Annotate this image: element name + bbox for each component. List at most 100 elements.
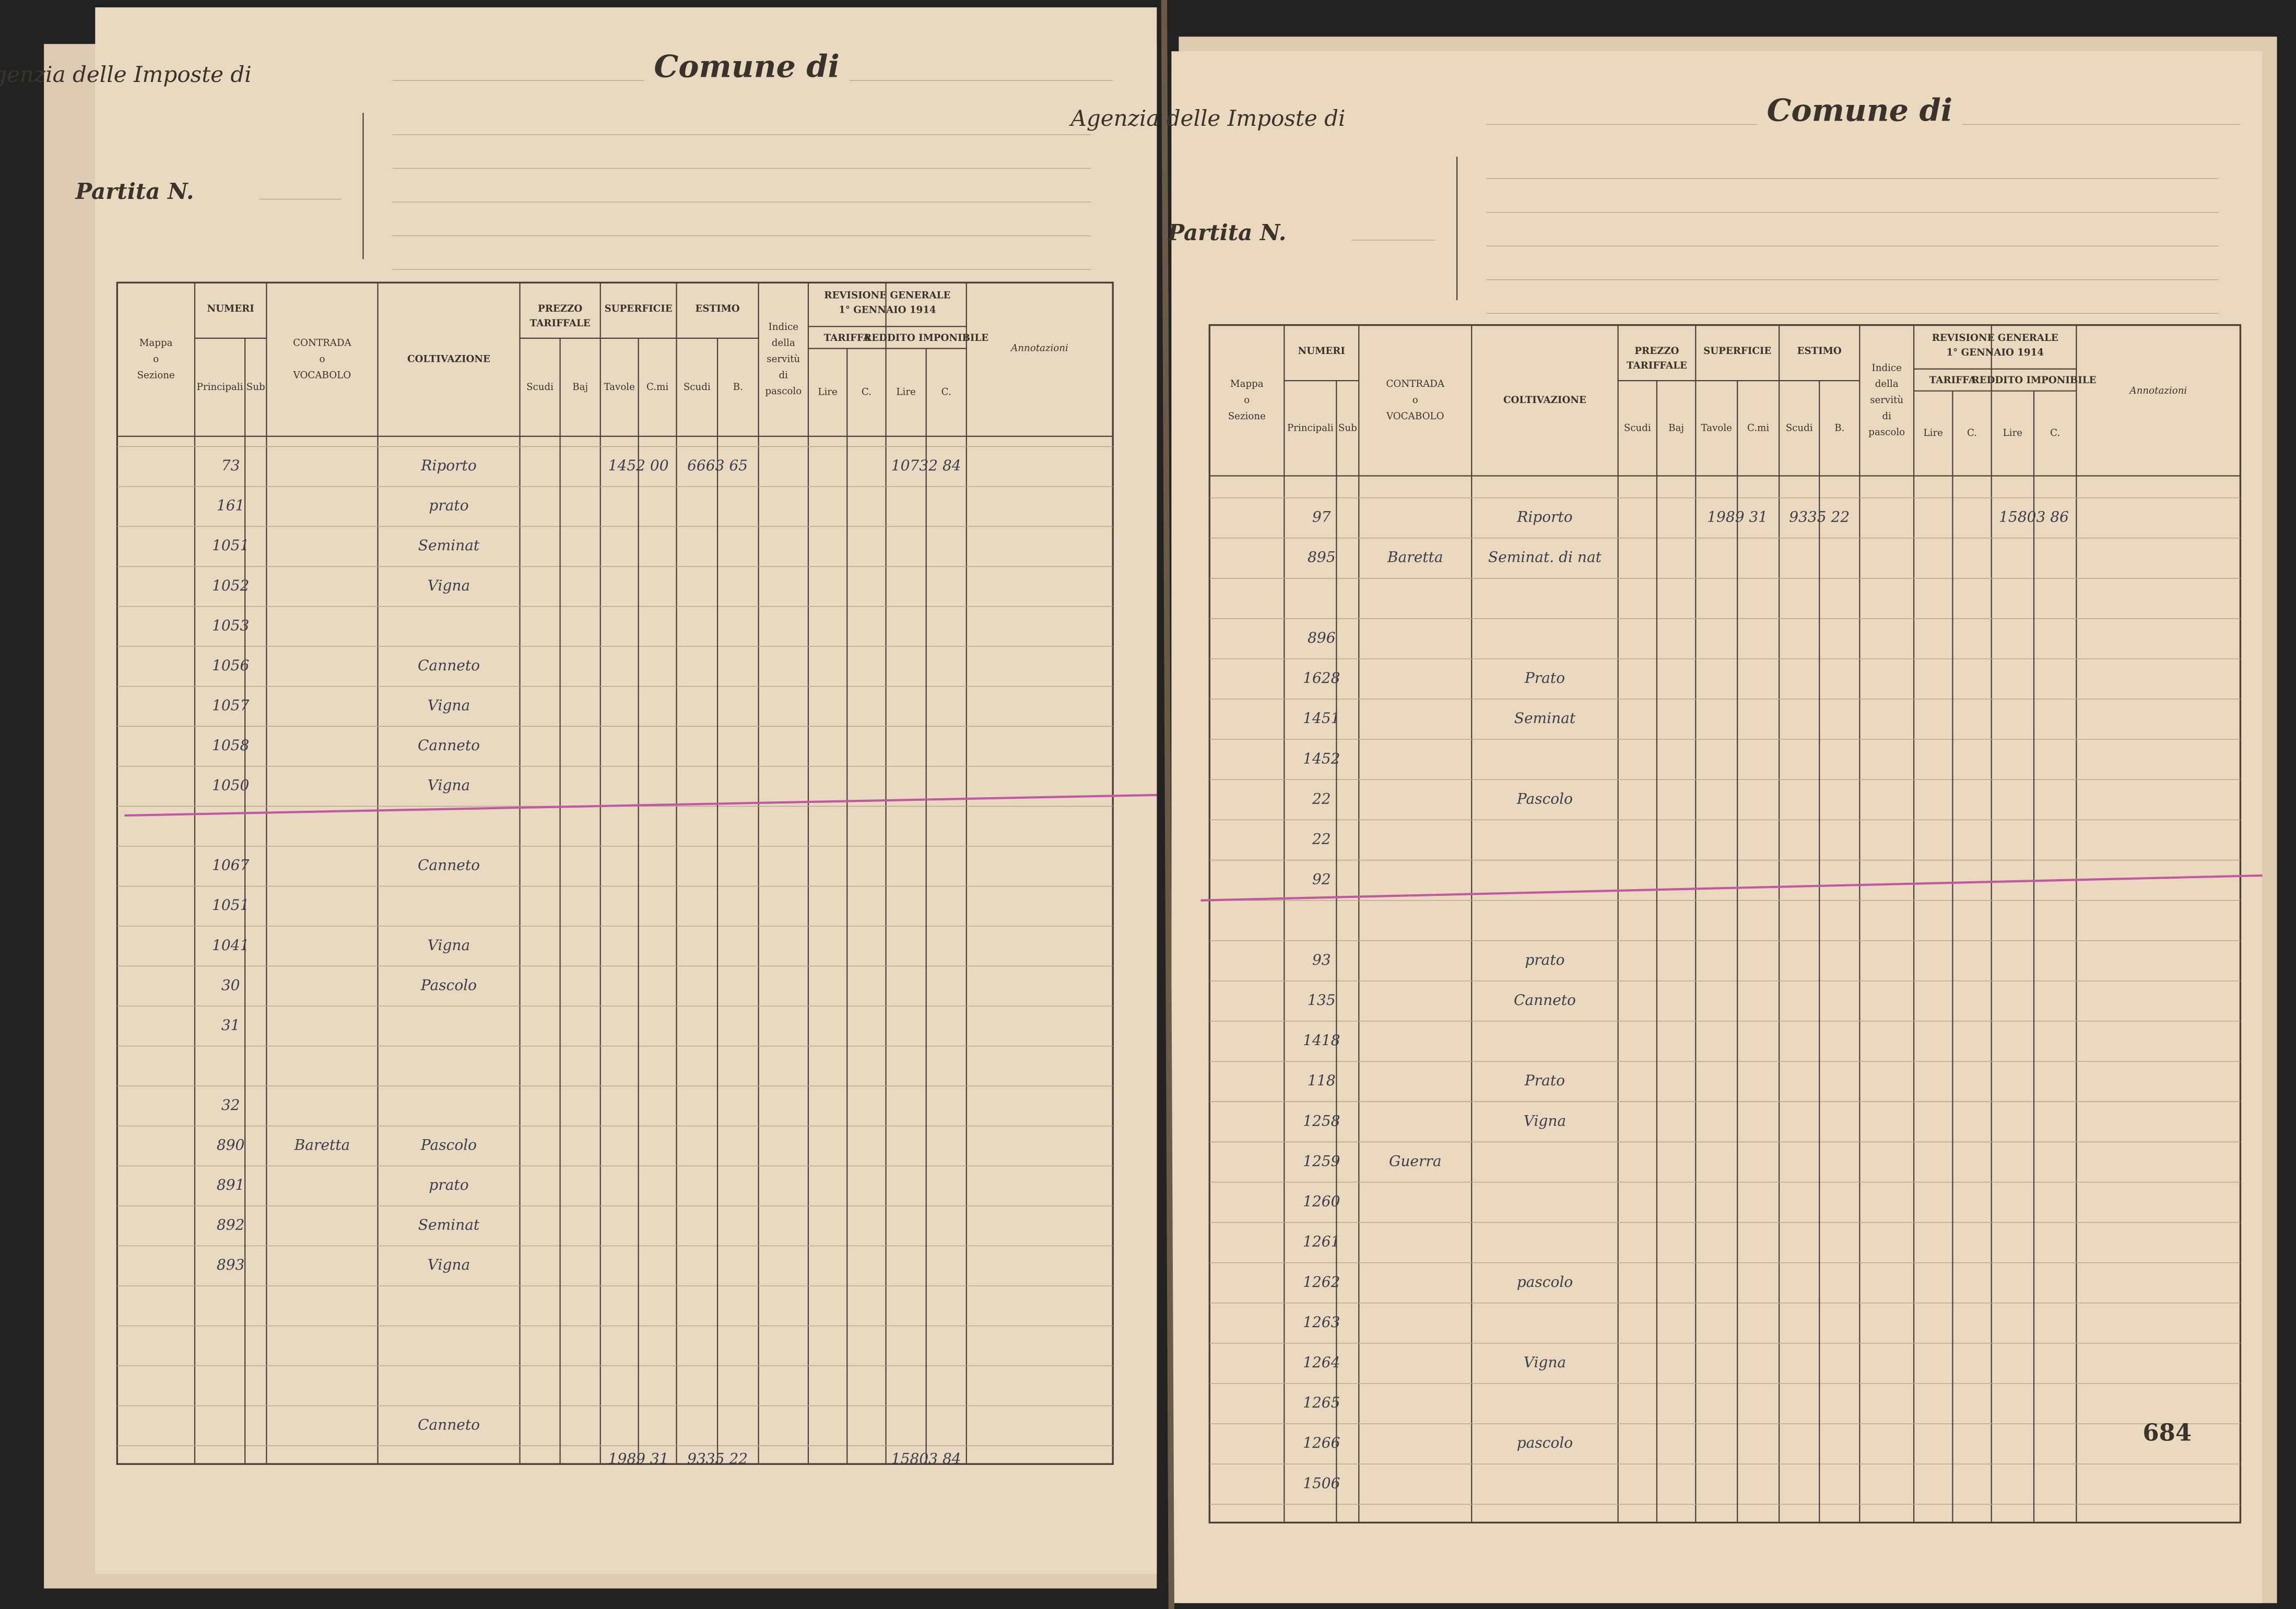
entry-principali: 1051: [212, 537, 249, 554]
subcolumn-header: C.: [1967, 428, 1977, 439]
entry-principali: 1506: [1303, 1474, 1340, 1492]
entry-principali: 1053: [212, 617, 249, 634]
entry-principali: 1418: [1303, 1032, 1340, 1049]
column-header: ESTIMO: [695, 303, 739, 314]
entry-principali: 1262: [1303, 1273, 1340, 1291]
entry-principali: 891: [217, 1176, 245, 1193]
entry-principali: 1258: [1303, 1112, 1340, 1129]
entry-coltivazione: Vigna: [428, 1256, 470, 1273]
partita-label: Partita N.: [1167, 220, 1286, 245]
entry-principali: 1264: [1303, 1354, 1340, 1371]
entry-principali: 1263: [1303, 1314, 1340, 1331]
entry-coltivazione: Vigna: [428, 696, 470, 714]
entry-coltivazione: Canneto: [418, 857, 480, 874]
column-header: VOCABOLO: [1386, 411, 1444, 422]
subcolumn-header: Scudi: [1786, 422, 1813, 433]
column-header: servitù: [767, 354, 800, 365]
column-header: CONTRADA: [293, 338, 351, 349]
entry-coltivazione: Vigna: [428, 937, 470, 954]
column-header: TARIFFA: [1929, 375, 1976, 386]
column-header: Indice: [1872, 362, 1902, 373]
entry-principali: 1041: [212, 937, 249, 954]
column-header: Annotazioni: [1010, 342, 1068, 353]
column-header: VOCABOLO: [293, 370, 351, 381]
entry-principali: 31: [221, 1016, 240, 1034]
column-header: Annotazioni: [2129, 385, 2187, 396]
subcolumn-header: Sub: [1338, 422, 1357, 433]
entry-principali: 73: [221, 457, 240, 474]
subcolumn-header: B.: [1834, 422, 1844, 433]
entry-coltivazione: Seminat: [1514, 709, 1576, 727]
column-header: COLTIVAZIONE: [407, 354, 490, 365]
entry-principali: 161: [217, 497, 245, 514]
entry-coltivazione: Canneto: [418, 657, 480, 674]
column-header: della: [1875, 378, 1899, 389]
subcolumn-header: Baj: [1668, 422, 1684, 433]
agency-label: Agenzia delle Imposte di: [1068, 105, 1345, 131]
total-reddito: 15803 84: [891, 1450, 961, 1467]
subcolumn-header: Lire: [896, 387, 915, 398]
column-header: o: [1412, 395, 1418, 406]
column-header: servitù: [1870, 395, 1903, 406]
column-header: o: [319, 354, 325, 365]
subcolumn-header: Lire: [1924, 428, 1943, 439]
spine: [1161, 0, 1174, 1609]
column-header: PREZZO: [1634, 346, 1679, 357]
group-header: 1° GENNAIO 1914: [1947, 347, 2044, 358]
column-header: REDDITO IMPONIBILE: [1972, 375, 2097, 386]
entry-principali: 32: [221, 1096, 240, 1114]
entry-principali: 22: [1312, 790, 1331, 807]
entry-principali: 895: [1308, 549, 1336, 566]
entry-contrada: Baretta: [1387, 549, 1443, 566]
total-superficie: 1989 31: [608, 1450, 669, 1467]
column-header: pascolo: [1868, 427, 1905, 438]
column-header: TARIFFALE: [1627, 360, 1687, 371]
entry-superficie: 1452 00: [608, 457, 669, 474]
column-header: Mappa: [1230, 378, 1264, 389]
column-header: di: [1882, 411, 1891, 422]
entry-coltivazione: Riporto: [420, 457, 476, 474]
pencil-mark: [124, 794, 1157, 817]
entry-principali: 1052: [212, 577, 249, 594]
comune-label: Comune di: [1767, 92, 1953, 128]
entry-principali: 1628: [1303, 669, 1340, 687]
subcolumn-header: C.: [941, 387, 951, 398]
entry-coltivazione: pascolo: [1517, 1434, 1573, 1451]
right-page: [1171, 51, 2263, 1603]
column-header: COLTIVAZIONE: [1503, 395, 1586, 406]
entry-principali: 135: [1308, 991, 1336, 1009]
entry-principali: 1067: [212, 857, 250, 874]
column-header: TARIFFALE: [530, 318, 591, 329]
entry-coltivazione: Pascolo: [1516, 790, 1573, 807]
total-estimo: 9335 22: [687, 1450, 748, 1467]
subcolumn-header: C.mi: [646, 382, 668, 393]
entry-principali: 1057: [212, 696, 250, 714]
entry-coltivazione: Canneto: [418, 737, 480, 754]
entry-principali: 1051: [212, 896, 249, 914]
entry-coltivazione: Riporto: [1516, 508, 1572, 526]
left-page: [95, 7, 1157, 1574]
entry-superficie: 1989 31: [1707, 508, 1768, 526]
entry-coltivazione: Vigna: [428, 777, 470, 794]
column-header: NUMERI: [207, 303, 254, 314]
entry-coltivazione: pascolo: [1517, 1273, 1573, 1291]
comune-label: Comune di: [654, 48, 840, 84]
entry-principali: 97: [1312, 508, 1331, 526]
subcolumn-header: Scudi: [1624, 422, 1651, 433]
subcolumn-header: B.: [733, 382, 743, 393]
entry-coltivazione: Seminat. di nat: [1488, 549, 1602, 566]
entry-principali: 92: [1312, 871, 1331, 888]
entry-estimo: 9335 22: [1789, 508, 1850, 526]
entry-coltivazione: Seminat: [418, 1216, 480, 1234]
column-header: di: [779, 370, 788, 381]
entry-principali: 30: [221, 976, 240, 993]
entry-coltivazione: Prato: [1524, 1072, 1565, 1089]
entry-coltivazione: prato: [1525, 951, 1564, 968]
entry-principali: 1259: [1303, 1152, 1340, 1169]
entry-coltivazione: Vigna: [428, 577, 470, 594]
entry-contrada: Baretta: [294, 1137, 350, 1154]
entry-principali: 93: [1312, 951, 1331, 968]
entry-principali: 22: [1312, 831, 1331, 848]
column-header: TARIFFA: [824, 333, 871, 344]
